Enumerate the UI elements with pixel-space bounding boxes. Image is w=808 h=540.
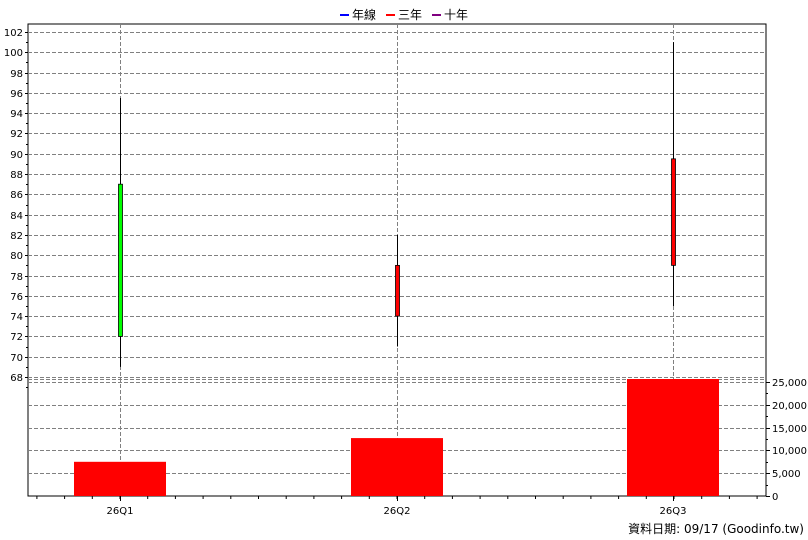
price-tick-label: 90	[10, 150, 23, 161]
legend-swatch-annual	[339, 13, 349, 16]
price-tick-label: 76	[10, 292, 23, 303]
price-tick-label: 86	[10, 190, 23, 201]
volume-tick-label: 10,000	[772, 446, 807, 457]
volume-bar	[74, 461, 166, 496]
candle-body	[395, 264, 400, 317]
x-tick-label: 26Q3	[660, 506, 687, 517]
volume-tick-label: 15,000	[772, 424, 807, 435]
price-tick-label: 68	[10, 373, 23, 384]
legend-item-annual: 年線	[339, 6, 376, 23]
volume-tick-label: 0	[772, 492, 778, 503]
price-tick-label: 80	[10, 251, 23, 262]
legend-label-three-year: 三年	[397, 8, 422, 22]
price-tick-label: 92	[10, 129, 23, 140]
legend-item-three-year: 三年	[385, 6, 422, 23]
price-tick-label: 78	[10, 272, 23, 283]
price-tick-label: 82	[10, 231, 23, 242]
volume-tick-label: 20,000	[772, 401, 807, 412]
price-tick-label: 94	[10, 109, 23, 120]
legend-item-ten-year: 十年	[432, 6, 468, 23]
volume-bar	[351, 438, 443, 496]
price-tick-label: 98	[10, 69, 23, 80]
data-date-note: 資料日期: 09/17 (Goodinfo.tw)	[628, 522, 804, 536]
price-tick-label: 72	[10, 332, 23, 343]
x-tick-label: 26Q2	[384, 506, 411, 517]
candle-body	[671, 158, 676, 266]
price-tick-label: 88	[10, 170, 23, 181]
legend-label-annual: 年線	[351, 8, 376, 22]
price-tick-label: 84	[10, 211, 23, 222]
volume-tick-label: 25,000	[772, 378, 807, 389]
x-tick-label: 26Q1	[107, 506, 134, 517]
chart-legend: 年線 三年 十年	[0, 6, 808, 23]
volume-bar	[627, 379, 719, 496]
price-tick-label: 102	[4, 28, 23, 39]
legend-label-ten-year: 十年	[444, 8, 469, 22]
price-tick-label: 74	[10, 312, 23, 323]
candle-body	[118, 183, 123, 337]
price-tick-label: 70	[10, 353, 23, 364]
legend-swatch-three-year	[385, 13, 395, 16]
legend-swatch-ten-year	[432, 13, 441, 16]
volume-tick-label: 5,000	[772, 469, 801, 480]
price-tick-label: 96	[10, 89, 23, 100]
price-tick-label: 100	[4, 48, 23, 59]
